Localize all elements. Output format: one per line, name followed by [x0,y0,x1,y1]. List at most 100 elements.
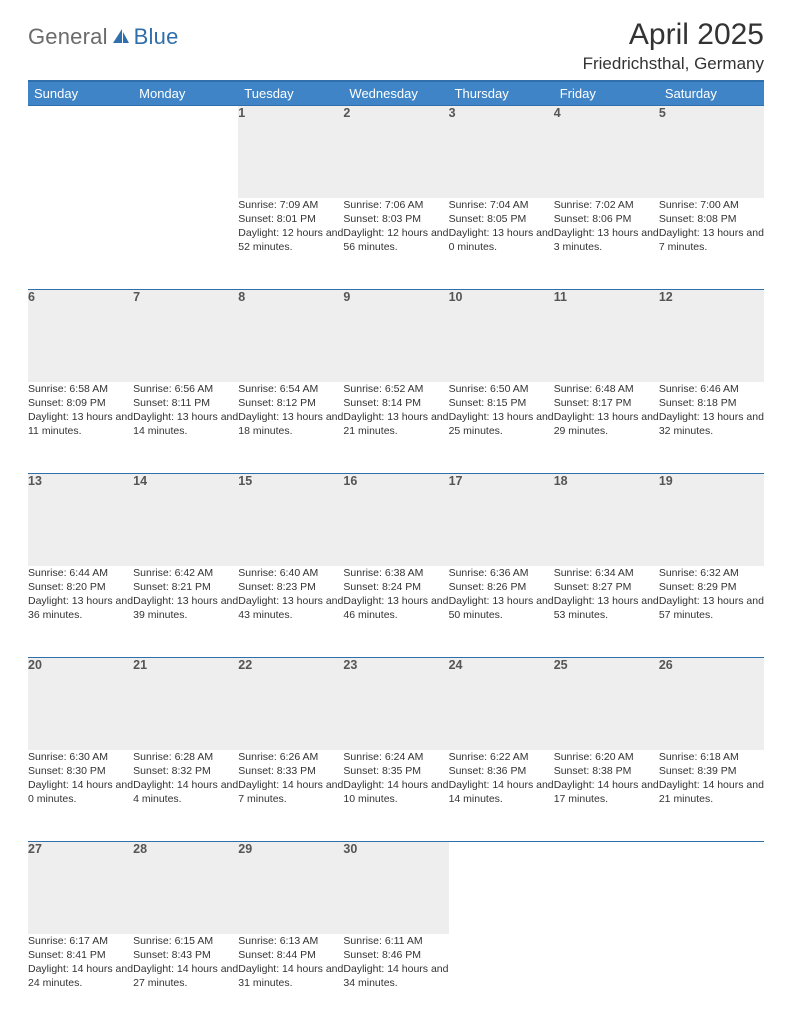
daylight-text: Daylight: 12 hours and 52 minutes. [238,226,343,254]
brand-text-general: General [28,24,108,50]
sunrise-text: Sunrise: 6:30 AM [28,750,133,764]
daylight-text: Daylight: 14 hours and 0 minutes. [28,778,133,806]
sunrise-text: Sunrise: 6:17 AM [28,934,133,948]
calendar-day-detail: Sunrise: 6:13 AMSunset: 8:44 PMDaylight:… [238,934,343,1026]
sunrise-text: Sunrise: 6:26 AM [238,750,343,764]
sunrise-text: Sunrise: 6:22 AM [449,750,554,764]
calendar-day-detail: Sunrise: 7:00 AMSunset: 8:08 PMDaylight:… [659,198,764,290]
weekday-header: Monday [133,81,238,106]
calendar-day-detail: Sunrise: 6:20 AMSunset: 8:38 PMDaylight:… [554,750,659,842]
brand-logo: General Blue [28,18,179,50]
calendar-empty-daynum [449,842,554,934]
sunset-text: Sunset: 8:32 PM [133,764,238,778]
sunrise-text: Sunrise: 6:52 AM [343,382,448,396]
calendar-daynum: 13 [28,474,133,566]
calendar-empty-daynum [554,842,659,934]
sunset-text: Sunset: 8:35 PM [343,764,448,778]
calendar-day-detail: Sunrise: 6:30 AMSunset: 8:30 PMDaylight:… [28,750,133,842]
daylight-text: Daylight: 13 hours and 3 minutes. [554,226,659,254]
calendar-empty-daynum [133,106,238,198]
sunrise-text: Sunrise: 6:44 AM [28,566,133,580]
calendar-daynum: 8 [238,290,343,382]
calendar-daynum: 21 [133,658,238,750]
sunrise-text: Sunrise: 6:42 AM [133,566,238,580]
calendar-daynum: 26 [659,658,764,750]
calendar-daynum: 10 [449,290,554,382]
sunset-text: Sunset: 8:06 PM [554,212,659,226]
calendar-daynum: 15 [238,474,343,566]
daylight-text: Daylight: 13 hours and 43 minutes. [238,594,343,622]
daylight-text: Daylight: 12 hours and 56 minutes. [343,226,448,254]
daylight-text: Daylight: 13 hours and 53 minutes. [554,594,659,622]
sunset-text: Sunset: 8:39 PM [659,764,764,778]
calendar-daynum: 16 [343,474,448,566]
weekday-header: Tuesday [238,81,343,106]
calendar-daynum: 29 [238,842,343,934]
sunrise-text: Sunrise: 6:34 AM [554,566,659,580]
calendar-daynum: 12 [659,290,764,382]
calendar-header: SundayMondayTuesdayWednesdayThursdayFrid… [28,81,764,106]
calendar-day-detail: Sunrise: 6:17 AMSunset: 8:41 PMDaylight:… [28,934,133,1026]
calendar-empty-daynum [659,842,764,934]
sunset-text: Sunset: 8:44 PM [238,948,343,962]
sunset-text: Sunset: 8:21 PM [133,580,238,594]
weekday-header: Saturday [659,81,764,106]
daylight-text: Daylight: 13 hours and 21 minutes. [343,410,448,438]
daylight-text: Daylight: 14 hours and 4 minutes. [133,778,238,806]
daylight-text: Daylight: 14 hours and 31 minutes. [238,962,343,990]
sunrise-text: Sunrise: 6:46 AM [659,382,764,396]
sunrise-text: Sunrise: 7:00 AM [659,198,764,212]
daylight-text: Daylight: 14 hours and 34 minutes. [343,962,448,990]
sunrise-text: Sunrise: 6:13 AM [238,934,343,948]
daylight-text: Daylight: 14 hours and 24 minutes. [28,962,133,990]
calendar-daynum: 4 [554,106,659,198]
daylight-text: Daylight: 14 hours and 14 minutes. [449,778,554,806]
sunset-text: Sunset: 8:29 PM [659,580,764,594]
sunset-text: Sunset: 8:11 PM [133,396,238,410]
calendar-day-detail: Sunrise: 7:09 AMSunset: 8:01 PMDaylight:… [238,198,343,290]
calendar-day-detail: Sunrise: 7:06 AMSunset: 8:03 PMDaylight:… [343,198,448,290]
calendar-empty-detail [449,934,554,1026]
sunrise-text: Sunrise: 6:40 AM [238,566,343,580]
sunrise-text: Sunrise: 6:36 AM [449,566,554,580]
sunset-text: Sunset: 8:24 PM [343,580,448,594]
daylight-text: Daylight: 13 hours and 39 minutes. [133,594,238,622]
daylight-text: Daylight: 13 hours and 57 minutes. [659,594,764,622]
sunset-text: Sunset: 8:43 PM [133,948,238,962]
daylight-text: Daylight: 14 hours and 17 minutes. [554,778,659,806]
sunrise-text: Sunrise: 6:18 AM [659,750,764,764]
daylight-text: Daylight: 13 hours and 50 minutes. [449,594,554,622]
calendar-day-detail: Sunrise: 6:26 AMSunset: 8:33 PMDaylight:… [238,750,343,842]
calendar-daynum: 18 [554,474,659,566]
calendar-daynum: 24 [449,658,554,750]
daylight-text: Daylight: 13 hours and 46 minutes. [343,594,448,622]
sunset-text: Sunset: 8:36 PM [449,764,554,778]
sunrise-text: Sunrise: 6:11 AM [343,934,448,948]
calendar-daynum: 1 [238,106,343,198]
daylight-text: Daylight: 13 hours and 29 minutes. [554,410,659,438]
calendar-day-detail: Sunrise: 6:22 AMSunset: 8:36 PMDaylight:… [449,750,554,842]
calendar-day-detail: Sunrise: 7:02 AMSunset: 8:06 PMDaylight:… [554,198,659,290]
sunrise-text: Sunrise: 6:28 AM [133,750,238,764]
weekday-header: Friday [554,81,659,106]
sunrise-text: Sunrise: 6:48 AM [554,382,659,396]
calendar-day-detail: Sunrise: 6:50 AMSunset: 8:15 PMDaylight:… [449,382,554,474]
sunrise-text: Sunrise: 6:32 AM [659,566,764,580]
calendar-empty-detail [133,198,238,290]
sunrise-text: Sunrise: 6:56 AM [133,382,238,396]
sunset-text: Sunset: 8:38 PM [554,764,659,778]
calendar-daynum: 19 [659,474,764,566]
weekday-header: Thursday [449,81,554,106]
calendar-daynum: 9 [343,290,448,382]
sunrise-text: Sunrise: 7:06 AM [343,198,448,212]
daylight-text: Daylight: 13 hours and 36 minutes. [28,594,133,622]
calendar-daynum: 27 [28,842,133,934]
daylight-text: Daylight: 13 hours and 32 minutes. [659,410,764,438]
sunrise-text: Sunrise: 6:54 AM [238,382,343,396]
calendar-daynum: 30 [343,842,448,934]
title-block: April 2025 Friedrichsthal, Germany [583,18,764,74]
weekday-header: Wednesday [343,81,448,106]
calendar-day-detail: Sunrise: 6:56 AMSunset: 8:11 PMDaylight:… [133,382,238,474]
calendar-daynum: 25 [554,658,659,750]
calendar-daynum: 22 [238,658,343,750]
